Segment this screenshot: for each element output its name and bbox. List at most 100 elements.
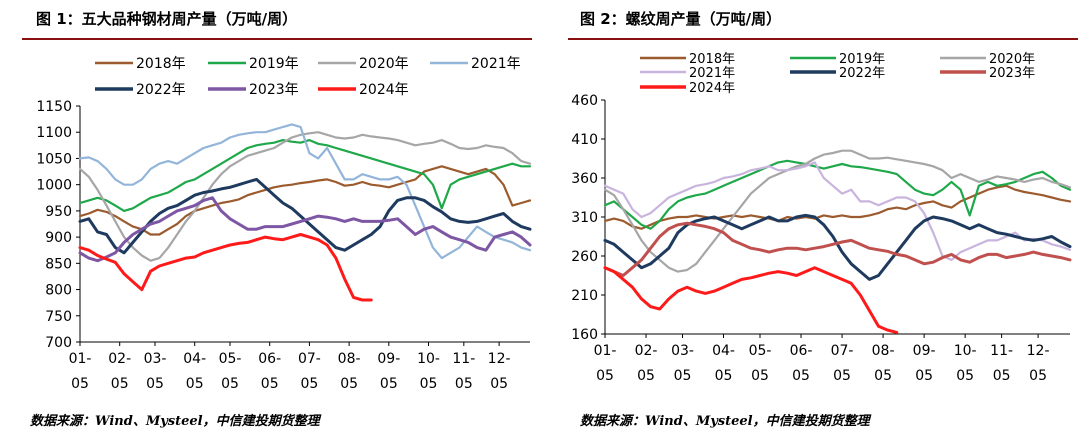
x-tick-label-day: 05 [300, 376, 318, 392]
x-tick-label-day: 05 [674, 368, 692, 384]
legend-label: 2023年 [249, 82, 299, 98]
y-tick-label: 210 [571, 288, 598, 304]
series-line-2024年 [603, 266, 899, 334]
legend-label: 2018年 [136, 56, 186, 72]
x-tick-label-month: 03- [671, 343, 694, 359]
x-tick-label-month: 07- [298, 351, 321, 367]
title-rule-2 [568, 38, 1078, 40]
series-line-2020年 [78, 131, 532, 262]
x-tick-label-day: 05 [261, 376, 279, 392]
x-tick-label-month: 07- [831, 343, 854, 359]
y-tick-label: 260 [571, 249, 598, 265]
x-tick-label-month: 09- [913, 343, 936, 359]
x-tick-label-day: 05 [490, 376, 508, 392]
x-tick-label-day: 05 [146, 376, 164, 392]
x-tick-label-month: 11- [452, 351, 475, 367]
x-tick-label-month: 10- [417, 351, 440, 367]
chart-panel-2: 图 2：螺纹周产量（万吨/周） 460 410 360 310 260 210 160 01-… [540, 0, 1080, 438]
x-tick-label-month: 08- [872, 343, 895, 359]
x-tick-label-day: 05 [596, 368, 614, 384]
y-tick-label: 1100 [36, 125, 72, 141]
series-line-2024年 [78, 233, 373, 302]
y-tick-label: 700 [45, 335, 72, 351]
legend-label: 2021年 [471, 56, 521, 72]
x-tick-label-day: 05 [340, 376, 358, 392]
x-tick-label-month: 06- [258, 351, 281, 367]
title-rule-1 [22, 38, 532, 40]
y-tick-label: 900 [45, 230, 72, 246]
legend-label: 2020年 [359, 56, 409, 72]
y-tick-label: 1000 [36, 178, 72, 194]
y-tick-label: 160 [571, 327, 598, 343]
x-tick-label-day: 05 [751, 368, 769, 384]
x-tick-label-month: 09- [377, 351, 400, 367]
x-tick-label-day: 05 [993, 368, 1011, 384]
y-tick-label: 800 [45, 283, 72, 299]
series-line-2019年 [603, 159, 1072, 230]
x-tick-label-day: 05 [1029, 368, 1047, 384]
x-tick-label-month: 03- [144, 351, 167, 367]
legend-label: 2022年 [136, 82, 186, 98]
x-tick-label-day: 05 [455, 376, 473, 392]
y-tick-label: 310 [571, 210, 598, 226]
legend-label: 2024年 [689, 81, 735, 96]
source-note-1: 数据来源：Wind、Mysteel，中信建投期货整理 [30, 414, 320, 429]
x-tick-label-month: 12- [1027, 343, 1050, 359]
series-line-2020年 [603, 149, 1072, 273]
x-tick-label-day: 05 [71, 376, 89, 392]
legend-label: 2021年 [689, 66, 735, 81]
legend-label: 2023年 [989, 66, 1035, 81]
x-tick-label-day: 05 [833, 368, 851, 384]
x-tick-label-month: 04- [183, 351, 206, 367]
x-tick-label-month: 05- [219, 351, 242, 367]
x-tick-label-day: 05 [420, 376, 438, 392]
y-tick-label: 360 [571, 171, 598, 187]
x-tick-label-day: 05 [221, 376, 239, 392]
series-line-2023年 [78, 196, 532, 263]
series-line-2023年 [603, 221, 1072, 277]
x-tick-label-month: 01- [69, 351, 92, 367]
x-tick-label-day: 05 [956, 368, 974, 384]
series-line-2021年 [78, 123, 532, 260]
legend-label: 2019年 [839, 52, 885, 67]
chart-panel-1: 图 1：五大品种钢材周产量（万吨/周） 1150 1100 1050 1000 950 9… [22, 10, 532, 429]
legend-label: 2024年 [359, 82, 409, 98]
series-line-2019年 [78, 138, 532, 212]
x-tick-label-month: 08- [338, 351, 361, 367]
x-tick-label-month: 04- [712, 343, 735, 359]
series-line-2021年 [603, 161, 1072, 261]
y-tick-label: 1150 [36, 99, 72, 115]
x-tick-label-month: 10- [954, 343, 977, 359]
x-tick-label-month: 11- [990, 343, 1013, 359]
x-tick-label-day: 05 [874, 368, 892, 384]
x-tick-label-month: 01- [594, 343, 617, 359]
chart-title-2: 图 2：螺纹周产量（万吨/周） [580, 10, 782, 28]
series-line-2018年 [603, 184, 1072, 230]
x-tick-label-month: 02- [108, 351, 131, 367]
source-note-2: 数据来源：Wind、Mysteel，中信建投期货整理 [580, 414, 870, 429]
x-tick-label-day: 05 [915, 368, 933, 384]
y-tick-label: 410 [571, 132, 598, 148]
x-tick-label-month: 02- [635, 343, 658, 359]
legend-label: 2022年 [839, 66, 885, 81]
x-tick-label-day: 05 [186, 376, 204, 392]
y-tick-label: 460 [571, 93, 598, 109]
x-tick-label-month: 06- [790, 343, 813, 359]
x-tick-label-day: 05 [637, 368, 655, 384]
y-tick-label: 750 [45, 309, 72, 325]
x-tick-label-month: 12- [488, 351, 511, 367]
y-tick-label: 850 [45, 256, 72, 272]
chart-title-1: 图 1：五大品种钢材周产量（万吨/周） [36, 10, 298, 28]
legend-label: 2018年 [689, 52, 735, 67]
x-tick-label-day: 05 [111, 376, 129, 392]
legend-label: 2020年 [989, 52, 1035, 67]
x-tick-label-month: 05- [749, 343, 772, 359]
x-tick-label-day: 05 [715, 368, 733, 384]
series-line-2018年 [78, 165, 532, 236]
x-tick-label-day: 05 [792, 368, 810, 384]
legend-label: 2019年 [249, 56, 299, 72]
y-tick-label: 1050 [36, 151, 72, 167]
y-tick-label: 950 [45, 204, 72, 220]
